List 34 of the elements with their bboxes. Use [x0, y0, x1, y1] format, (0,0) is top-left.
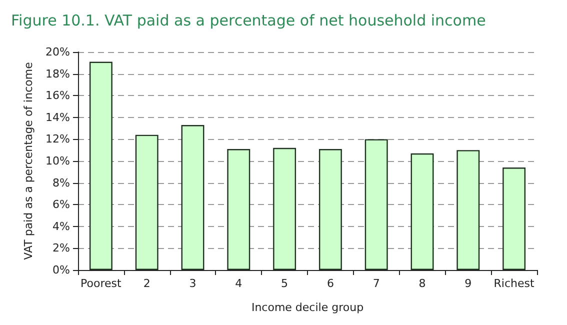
x-tick-label: 2 — [143, 277, 150, 290]
bar — [227, 149, 250, 270]
y-tick-label: 20% — [46, 46, 70, 58]
chart-title: Figure 10.1. VAT paid as a percentage of net household income — [11, 12, 486, 30]
bar — [364, 139, 388, 270]
x-tick-label: 5 — [281, 277, 288, 290]
y-tick-label: 16% — [46, 89, 70, 102]
y-tick-label: 4% — [52, 220, 70, 233]
bar — [456, 150, 480, 270]
y-tick-label: 8% — [52, 176, 70, 190]
x-tick-label: 9 — [464, 277, 472, 290]
bar — [318, 149, 342, 270]
x-tick-label: Richest — [494, 277, 535, 290]
bar — [502, 168, 526, 270]
y-tick-label: 12% — [46, 132, 70, 146]
x-axis-title: Income decile group — [251, 301, 364, 314]
x-tick-label: 6 — [326, 277, 334, 290]
bar — [135, 134, 158, 270]
x-tick-label: 7 — [372, 277, 380, 290]
bar — [273, 148, 296, 270]
x-tick-label: 3 — [189, 277, 196, 290]
y-axis-title: VAT paid as a percentage of income — [22, 62, 35, 260]
y-tick-label: 18% — [46, 67, 70, 80]
y-tick-label: 14% — [46, 110, 70, 124]
bar — [410, 153, 434, 270]
bar — [89, 62, 112, 270]
bar — [181, 125, 204, 270]
x-tick-label: Poorest — [80, 277, 122, 290]
y-tick-label: 10% — [46, 154, 70, 168]
x-tick-label: 8 — [418, 277, 426, 290]
y-tick-label: 0% — [52, 264, 70, 276]
y-tick-label: 6% — [52, 198, 70, 212]
y-tick-label: 2% — [52, 242, 70, 255]
x-tick-label: 4 — [235, 277, 242, 290]
